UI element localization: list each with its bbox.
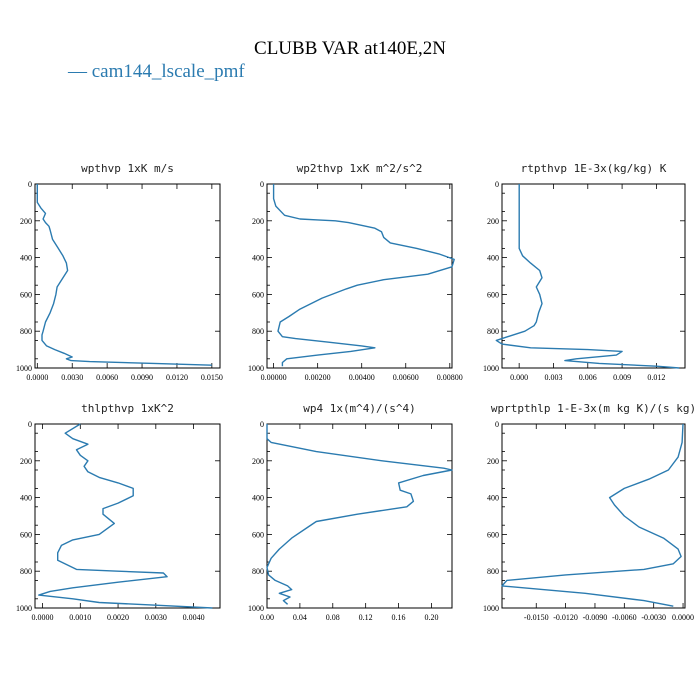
- x-tick-label: 0.00400: [349, 373, 375, 382]
- plot-frame: [266, 423, 453, 609]
- x-tick-label: 0.003: [544, 373, 562, 382]
- x-tick-label: 0.0000: [672, 613, 694, 622]
- y-tick-label: 800: [487, 327, 499, 336]
- x-tick-label: 0.04: [293, 613, 307, 622]
- plot-frame: [34, 423, 221, 609]
- y-tick-label: 200: [20, 217, 32, 226]
- y-tick-label: 200: [487, 217, 499, 226]
- x-tick-label: 0.0040: [183, 613, 205, 622]
- panel-title: wp4 1x(m^4)/(s^4): [303, 402, 416, 415]
- x-tick-label: 0.0120: [166, 373, 188, 382]
- y-tick-label: 400: [487, 254, 499, 263]
- panel-title: thlpthvp 1xK^2: [81, 402, 174, 415]
- panel-title: wpthvp 1xK m/s: [81, 162, 174, 175]
- chart-panel-3: rtpthvp 1E-3x(kg/kg) K 0 200 400 600 800 1000 0…: [483, 162, 686, 382]
- series-line-cam144_lscale_pmf: [266, 424, 453, 605]
- series-line-cam144_lscale_pmf: [501, 423, 684, 607]
- y-tick-label: 600: [252, 530, 264, 539]
- y-tick-label: 800: [487, 567, 499, 576]
- y-tick-label: 800: [20, 567, 32, 576]
- x-tick-label: -0.0060: [612, 613, 637, 622]
- x-tick-label: 0.012: [647, 373, 665, 382]
- y-tick-label: 800: [252, 327, 264, 336]
- panel-title: rtpthvp 1E-3x(kg/kg) K: [521, 162, 667, 175]
- plot-frame: [34, 183, 221, 369]
- x-tick-label: 0.00200: [305, 373, 331, 382]
- x-tick-label: 0.0030: [61, 373, 83, 382]
- x-tick-label: 0.16: [392, 613, 406, 622]
- x-tick-label: -0.0120: [553, 613, 578, 622]
- x-tick-label: -0.0030: [641, 613, 666, 622]
- x-tick-label: 0.0020: [107, 613, 129, 622]
- panel-title: wprtpthlp 1-E-3x(m kg K)/(s kg): [491, 402, 696, 415]
- y-tick-label: 0: [495, 180, 499, 189]
- legend-entry: — cam144_lscale_pmf: [67, 61, 245, 82]
- chart-panel-2: wp2thvp 1xK m^2/s^2020040060080010000.00…: [248, 162, 463, 382]
- y-tick-label: 0: [260, 420, 264, 429]
- y-tick-label: 600: [20, 530, 32, 539]
- x-tick-label: 0.0010: [69, 613, 91, 622]
- y-tick-label: 0: [260, 180, 264, 189]
- x-tick-label: 0.08: [326, 613, 340, 622]
- x-tick-label: 0.0030: [145, 613, 167, 622]
- panel-title: wp2thvp 1xK m^2/s^2: [297, 162, 423, 175]
- x-tick-label: 0.00000: [261, 373, 287, 382]
- y-tick-label: 1000: [16, 364, 32, 373]
- series-line-cam144_lscale_pmf: [495, 184, 680, 369]
- y-tick-label: 600: [252, 290, 264, 299]
- y-tick-label: 400: [252, 494, 264, 503]
- y-tick-label: 400: [252, 254, 264, 263]
- y-tick-label: 0: [28, 420, 32, 429]
- x-tick-label: 0.0060: [96, 373, 118, 382]
- x-tick-label: 0.000: [510, 373, 528, 382]
- y-tick-label: 0: [28, 180, 32, 189]
- y-tick-label: 1000: [483, 364, 499, 373]
- y-tick-label: 200: [252, 217, 264, 226]
- x-tick-label: -0.0150: [524, 613, 549, 622]
- x-tick-label: -0.0090: [583, 613, 608, 622]
- y-tick-label: 400: [20, 494, 32, 503]
- y-tick-label: 600: [20, 290, 32, 299]
- plot-frame: [501, 423, 686, 609]
- series-line-cam144_lscale_pmf: [38, 423, 213, 609]
- y-tick-label: 800: [20, 327, 32, 336]
- x-tick-label: 0.0150: [201, 373, 223, 382]
- plot-frame: [501, 183, 686, 369]
- y-tick-label: 1000: [16, 604, 32, 613]
- x-tick-label: 0.00: [260, 613, 274, 622]
- x-tick-label: 0.006: [579, 373, 597, 382]
- series-line-cam144_lscale_pmf: [36, 184, 212, 366]
- x-tick-label: 0.20: [424, 613, 438, 622]
- x-tick-label: 0.0090: [131, 373, 153, 382]
- y-tick-label: 1000: [483, 604, 499, 613]
- x-tick-label: 0.00600: [393, 373, 419, 382]
- y-tick-label: 600: [487, 530, 499, 539]
- x-tick-label: 0.00800: [437, 373, 463, 382]
- plot-frame: [266, 183, 453, 369]
- y-tick-label: 1000: [248, 364, 264, 373]
- y-tick-label: 600: [487, 290, 499, 299]
- y-tick-label: 800: [252, 567, 264, 576]
- figure-title: CLUBB VAR at140E,2N: [254, 38, 446, 59]
- y-tick-label: 0: [495, 420, 499, 429]
- y-tick-label: 200: [487, 457, 499, 466]
- chart-panel-6: wprtpthlp 1-E-3x(m kg K)/(s kg) 0 200 400 60…: [483, 402, 696, 622]
- y-tick-label: 400: [487, 494, 499, 503]
- x-tick-label: 0.12: [359, 613, 373, 622]
- x-tick-label: 0.009: [613, 373, 631, 382]
- x-tick-label: 0.0000: [26, 373, 48, 382]
- series-line-cam144_lscale_pmf: [272, 184, 455, 367]
- y-tick-label: 200: [20, 457, 32, 466]
- y-tick-label: 200: [252, 457, 264, 466]
- y-tick-label: 400: [20, 254, 32, 263]
- y-tick-label: 1000: [248, 604, 264, 613]
- x-tick-label: 0.0000: [32, 613, 54, 622]
